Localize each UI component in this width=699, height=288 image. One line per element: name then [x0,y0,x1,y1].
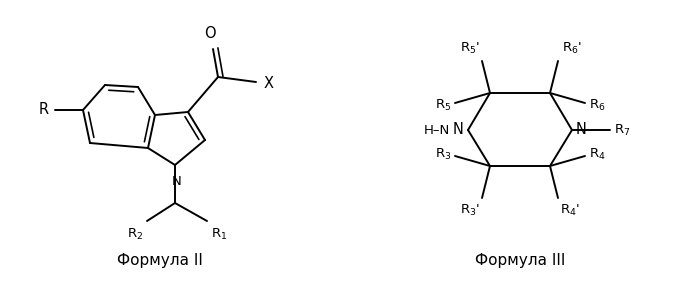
Text: R$_2$: R$_2$ [127,227,143,242]
Text: N: N [453,122,464,137]
Text: R$_3$': R$_3$' [460,203,480,218]
Text: X: X [264,77,274,92]
Text: R$_3$: R$_3$ [435,147,451,162]
Text: R$_5$: R$_5$ [435,97,451,113]
Text: R$_6$': R$_6$' [562,41,582,56]
Text: N: N [172,175,182,188]
Text: Формула II: Формула II [117,253,203,268]
Text: Формула III: Формула III [475,253,565,268]
Text: H–N: H–N [424,124,450,137]
Text: R$_4$': R$_4$' [560,203,580,218]
Text: R: R [39,103,49,118]
Text: O: O [204,26,216,41]
Text: N: N [576,122,587,137]
Text: R$_5$': R$_5$' [460,41,480,56]
Text: R$_6$: R$_6$ [589,97,605,113]
Text: R$_1$: R$_1$ [211,227,227,242]
Text: R$_7$: R$_7$ [614,122,630,138]
Text: R$_4$: R$_4$ [589,147,605,162]
